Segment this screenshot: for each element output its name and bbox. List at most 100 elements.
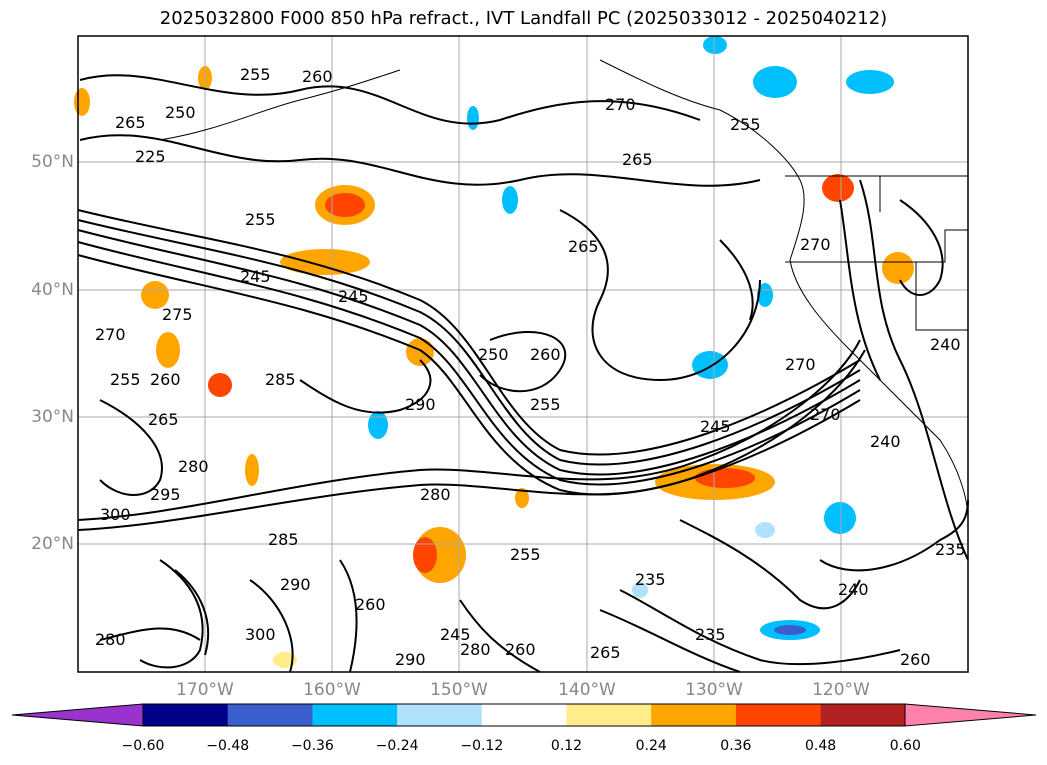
lon-label-150w: 150°W	[430, 680, 488, 700]
contour-label: 240	[870, 432, 901, 451]
map-frame	[77, 35, 969, 673]
contour-label: 280	[95, 630, 126, 649]
lon-label-130w: 130°W	[685, 680, 743, 700]
contour-label: 280	[460, 640, 491, 659]
contour-label: 255	[730, 115, 761, 134]
fill-patch	[755, 522, 775, 538]
fill-patch	[245, 454, 259, 486]
contour-lines	[77, 74, 969, 673]
coastline	[159, 59, 969, 521]
colorbar-tick-label: −0.12	[460, 738, 504, 754]
contour-label: 235	[635, 570, 666, 589]
colorbar	[11, 703, 1037, 727]
contour-label: 235	[695, 625, 726, 644]
colorbar-segments	[12, 704, 1036, 726]
fill-patch	[822, 174, 854, 202]
lat-label-20n: 20°N	[31, 534, 74, 554]
contour-label: 290	[405, 395, 436, 414]
contour-label: 270	[810, 405, 841, 424]
lon-label-140w: 140°W	[558, 680, 616, 700]
contour-label: 280	[178, 457, 209, 476]
fill-patch	[824, 502, 856, 534]
colorbar-tick-label: −0.60	[121, 738, 165, 754]
fill-patch	[467, 106, 479, 130]
contour-label: 255	[510, 545, 541, 564]
colorbar-tick-label: 0.48	[805, 738, 837, 754]
colorbar-extend-low	[12, 704, 143, 726]
contour-label: 285	[268, 530, 299, 549]
contour-label: 240	[838, 580, 869, 599]
colorbar-segment	[735, 704, 822, 726]
fill-patch	[325, 193, 365, 217]
contour-label: 300	[245, 625, 276, 644]
contour-label: 260	[530, 345, 561, 364]
colorbar-segment	[397, 704, 483, 726]
contour-label: 285	[265, 370, 296, 389]
contour-label: 255	[240, 65, 271, 84]
contour-label: 265	[568, 237, 599, 256]
contour-label: 235	[935, 540, 966, 559]
colorbar-segment	[481, 704, 567, 726]
fill-patch	[757, 283, 773, 307]
contour-label: 275	[162, 305, 193, 324]
contour-label: 260	[302, 67, 333, 86]
contour-label: 255	[530, 395, 561, 414]
contour-label: 290	[280, 575, 311, 594]
fill-patch	[753, 66, 797, 98]
colorbar-tick-label: 0.36	[720, 738, 752, 754]
fill-patch	[703, 36, 727, 54]
fill-patch	[882, 252, 914, 284]
fill-patch	[632, 582, 648, 598]
contour-label: 270	[800, 235, 831, 254]
lon-label-160w: 160°W	[303, 680, 361, 700]
lat-label-50n: 50°N	[31, 152, 74, 172]
colorbar-extend-high	[905, 704, 1036, 726]
fill-patch	[515, 488, 529, 508]
contour-label: 250	[165, 103, 196, 122]
colorbar-tick-label: −0.48	[206, 738, 250, 754]
fill-patch	[368, 411, 388, 439]
contour-label: 265	[590, 643, 621, 662]
contour-label: 265	[622, 150, 653, 169]
fill-patch	[413, 537, 437, 573]
contour-label: 250	[478, 345, 509, 364]
contour-label: 260	[505, 640, 536, 659]
colorbar-tick-label: 0.12	[550, 738, 583, 754]
contour-label: 245	[440, 625, 471, 644]
contour-label: 245	[700, 417, 731, 436]
fill-patch	[406, 338, 434, 366]
contour-label: 270	[785, 355, 816, 374]
fill-patch	[774, 625, 806, 635]
fill-patch	[846, 70, 894, 94]
contour-label: 255	[110, 370, 141, 389]
lon-label-120w: 120°W	[812, 680, 870, 700]
contour-label: 260	[900, 650, 931, 669]
contour-label: 280	[420, 485, 451, 504]
colorbar-tick-label: −0.36	[290, 738, 334, 754]
colorbar-segment	[820, 704, 906, 726]
contour-label: 265	[148, 410, 179, 429]
fill-patch	[695, 468, 755, 488]
fill-patch	[208, 373, 232, 397]
map-title: 2025032800 F000 850 hPa refract., IVT La…	[159, 8, 888, 29]
lon-label-170w: 170°W	[176, 680, 234, 700]
contour-label: 260	[150, 370, 181, 389]
fill-patch	[280, 249, 370, 275]
colorbar-segment	[143, 704, 229, 726]
colorbar-segment	[227, 704, 313, 726]
anomaly-fills	[74, 36, 914, 668]
contour-label: 255	[245, 210, 276, 229]
colorbar-segment	[312, 704, 398, 726]
colorbar-tick-label: 0.60	[889, 738, 921, 754]
fill-patch	[502, 186, 518, 214]
contour-label: 240	[930, 335, 961, 354]
fill-patch	[156, 332, 180, 368]
fill-patch	[74, 88, 90, 116]
fill-patch	[141, 281, 169, 309]
contour-label: 245	[338, 287, 369, 306]
fill-patch	[692, 351, 728, 379]
colorbar-tick-label: 0.24	[635, 738, 667, 754]
contour-label: 225	[135, 147, 166, 166]
colorbar-tick-label: −0.24	[375, 738, 419, 754]
